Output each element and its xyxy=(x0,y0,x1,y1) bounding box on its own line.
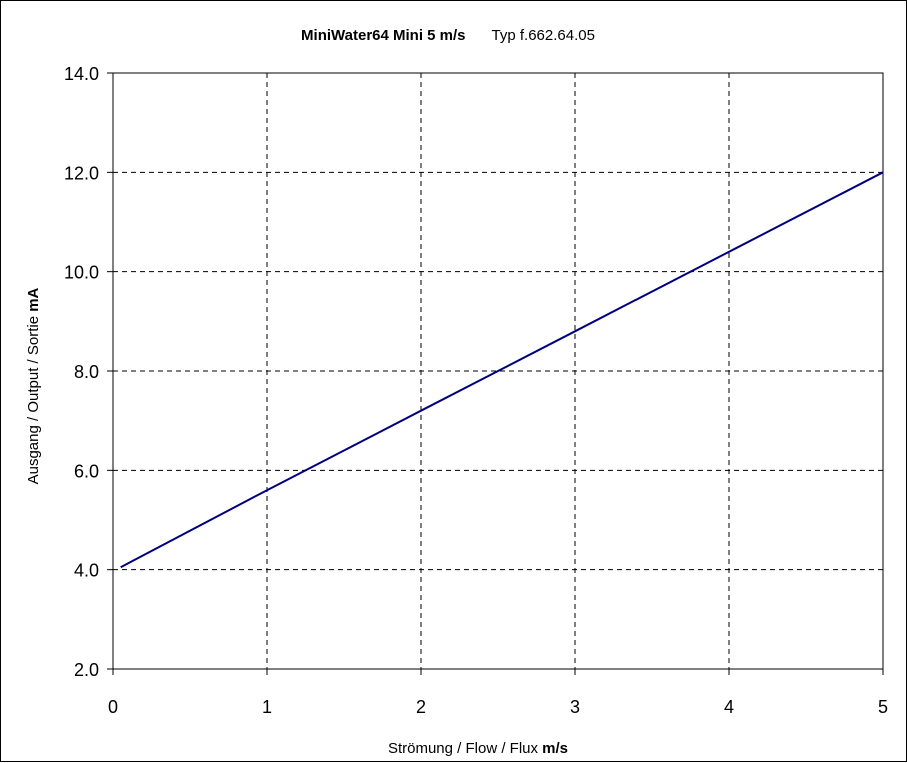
chart-title-group: MiniWater64 Mini 5 m/s Typ f.662.64.05 xyxy=(301,27,595,44)
axes xyxy=(107,72,884,675)
y-axis-label-text: Ausgang / Output / Sortie xyxy=(25,316,42,484)
y-axis-unit: mA xyxy=(25,287,42,311)
x-tick-label: 4 xyxy=(724,697,734,717)
y-tick-label: 4.0 xyxy=(74,561,99,581)
x-tick-label: 0 xyxy=(108,697,118,717)
tick-labels: 0 1 2 3 4 5 2.0 4.0 6.0 8.0 10.0 12.0 14.0 xyxy=(64,64,888,717)
y-tick-label: 8.0 xyxy=(74,362,99,382)
chart-title: MiniWater64 Mini 5 m/s xyxy=(301,27,465,44)
x-tick-label: 1 xyxy=(262,697,272,717)
x-axis-label: Strömung / Flow / Flux m/s xyxy=(388,740,568,757)
y-tick-label: 10.0 xyxy=(64,263,99,283)
plot-area-border xyxy=(112,72,884,670)
y-tick-label: 12.0 xyxy=(64,163,99,183)
y-tick-label: 14.0 xyxy=(64,64,99,84)
y-tick-label: 6.0 xyxy=(74,461,99,481)
chart-subtitle: Typ f.662.64.05 xyxy=(492,27,595,44)
grid xyxy=(113,73,883,669)
x-tick-label: 2 xyxy=(416,697,426,717)
series-line xyxy=(120,171,884,569)
y-axis-label: Ausgang / Output / Sortie mA xyxy=(25,287,42,484)
x-tick-label: 5 xyxy=(878,697,888,717)
x-tick-label: 3 xyxy=(570,697,580,717)
x-axis-label-text: Strömung / Flow / Flux xyxy=(388,740,539,757)
series-layer xyxy=(120,171,884,569)
y-tick-label: 2.0 xyxy=(74,660,99,680)
x-axis-unit: m/s xyxy=(542,740,568,757)
